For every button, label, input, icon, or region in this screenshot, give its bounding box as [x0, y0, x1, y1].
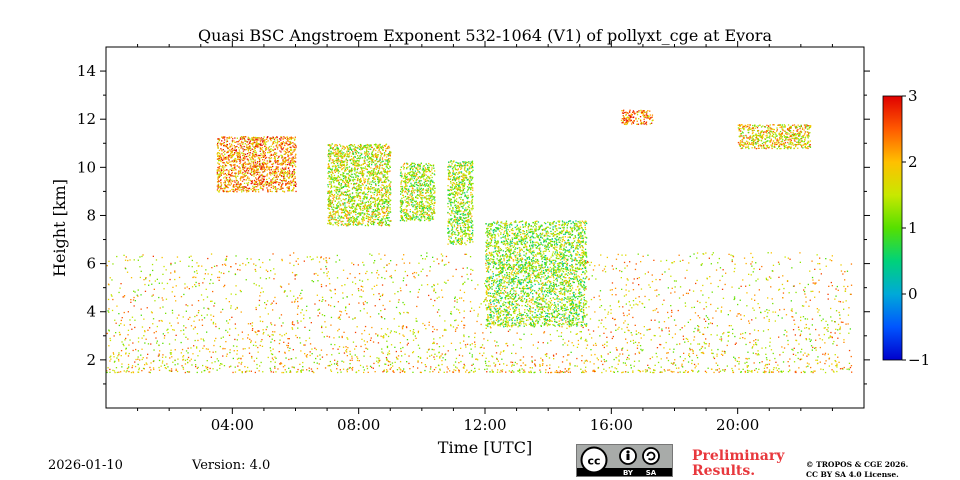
x-tick-label: 08:00: [337, 416, 380, 434]
colorbar-ticks: 3 2 1 0 −1: [902, 87, 930, 369]
colorbar-tick-label: 3: [908, 87, 918, 105]
feature-region: [216, 136, 297, 193]
y-axis-label: Height [km]: [50, 179, 69, 277]
x-axis-label: Time [UTC]: [438, 438, 532, 457]
feature-region: [399, 162, 436, 222]
feature-region: [447, 160, 474, 246]
copyright-line-1: © TROPOS & CGE 2026.: [806, 460, 909, 469]
preliminary-line-2: Results.: [692, 463, 756, 479]
colorbar: [882, 95, 903, 361]
feature-region: [620, 109, 654, 126]
x-tick-label: 12:00: [463, 416, 506, 434]
y-tick-label: 2: [86, 351, 96, 369]
y-tick-label: 10: [77, 158, 96, 176]
cc-license-badge: cc BY SA: [576, 444, 673, 477]
preliminary-line-1: Preliminary: [692, 448, 785, 464]
feature-region: [106, 252, 853, 374]
x-tick-label: 16:00: [590, 416, 633, 434]
y-tick-label: 6: [86, 255, 96, 273]
preliminary-notice: Preliminary Results.: [692, 449, 784, 479]
colorbar-tick-label: 0: [908, 285, 918, 303]
y-tick-label: 12: [77, 110, 96, 128]
plot-frame: [105, 46, 865, 409]
cc-logo-icon: cc BY SA: [577, 446, 672, 477]
colorbar-tick-label: 2: [908, 153, 918, 171]
colorbar-tick-label: −1: [908, 351, 930, 369]
x-axis: 04:00 08:00 12:00 16:00 20:00: [137, 41, 833, 434]
copyright-line-2: CC BY SA 4.0 License.: [806, 470, 899, 479]
version-label: Version: 4.0: [192, 458, 271, 473]
feature-region: [485, 220, 588, 328]
data-layer: [106, 109, 853, 374]
x-tick-label: 04:00: [211, 416, 254, 434]
y-axis: 2 4 6 8 10 12 14: [77, 62, 870, 385]
y-tick-label: 4: [86, 303, 96, 321]
colorbar-tick-label: 1: [908, 219, 918, 237]
date-label: 2026-01-10: [48, 458, 123, 473]
copyright-notice: © TROPOS & CGE 2026. CC BY SA 4.0 Licens…: [806, 460, 908, 480]
y-tick-label: 8: [86, 206, 96, 224]
feature-region: [327, 143, 392, 227]
x-tick-label: 20:00: [716, 416, 759, 434]
feature-region: [737, 124, 812, 150]
chart-title: Quasi BSC Angstroem Exponent 532-1064 (V…: [198, 26, 772, 45]
y-tick-label: 14: [77, 62, 96, 80]
